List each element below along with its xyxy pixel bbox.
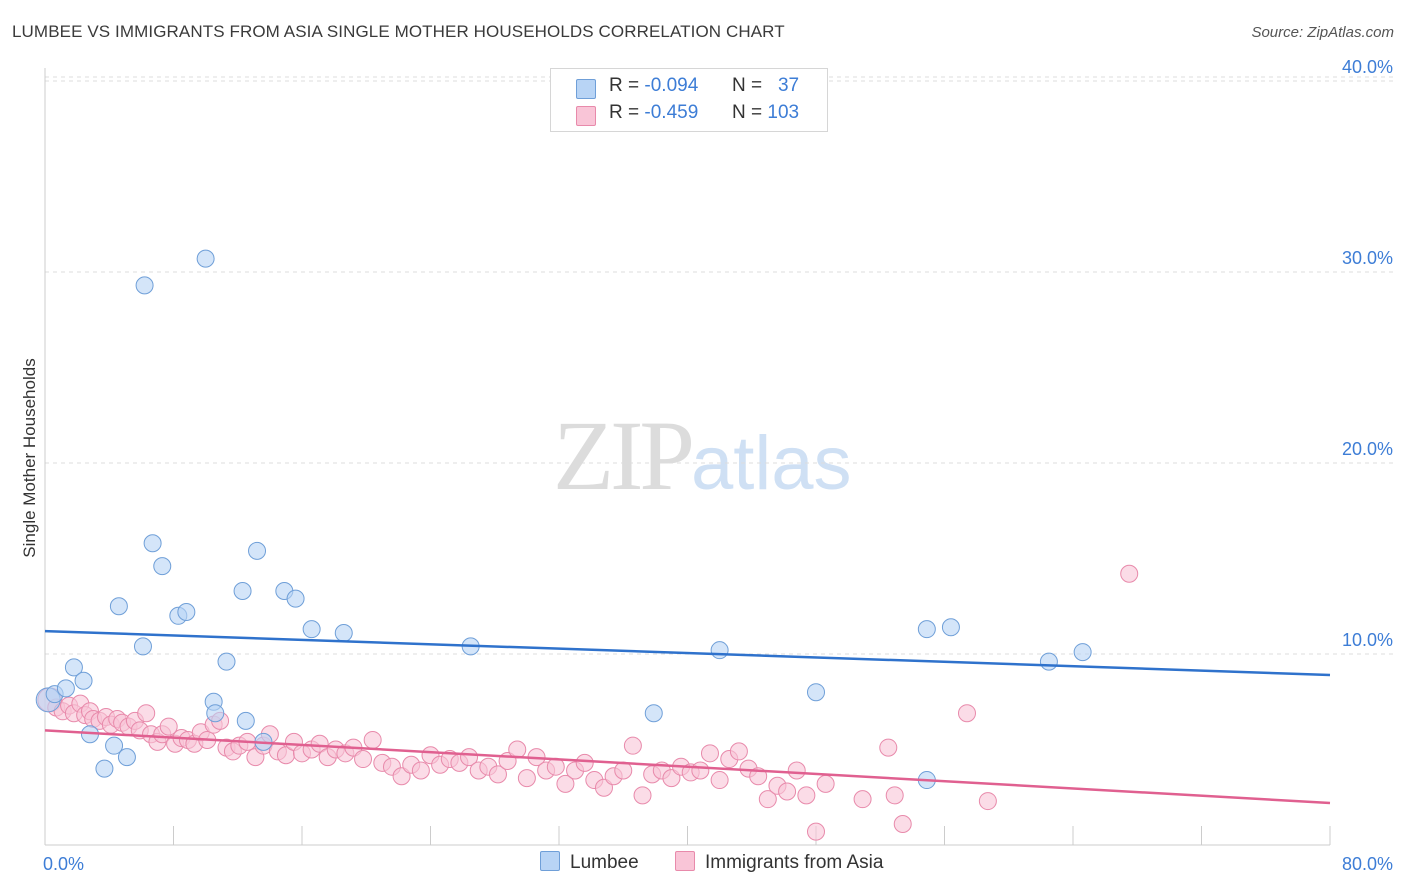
lumbee-point [233, 581, 252, 600]
asia-point [778, 782, 797, 801]
bottom-legend-lumbee: Lumbee [540, 851, 639, 874]
legend-r-lumbee: R = -0.094 [609, 75, 699, 96]
asia-point [159, 717, 178, 736]
trend-lines [44, 629, 1331, 805]
legend-r-asia: R = -0.459 [609, 102, 699, 123]
lumbee-points [35, 249, 1092, 790]
asia-point [623, 736, 642, 755]
asia-point [508, 740, 527, 759]
asia-point [517, 769, 536, 788]
asia-point [853, 790, 872, 809]
stats-legend: R = -0.094 N = 37 R = -0.459 N = 103 [550, 68, 828, 132]
legend-n-asia: N = 103 [732, 102, 800, 123]
asia-point [879, 738, 898, 757]
lumbee-point [64, 658, 83, 677]
asia-point [700, 744, 719, 763]
lumbee-point [133, 637, 152, 656]
asia-point [594, 778, 613, 797]
lumbee-trend-line [44, 629, 1331, 677]
y-tick-label: 30.0% [1342, 248, 1393, 268]
y-tick-label: 40.0% [1342, 57, 1393, 77]
lumbee-point [941, 618, 960, 637]
asia-point [729, 742, 748, 761]
asia-point [957, 704, 976, 723]
asia-point [807, 822, 825, 841]
lumbee-point [117, 748, 136, 767]
y-axis-label: Single Mother Households [20, 358, 39, 558]
source-label: Source: ZipAtlas.com [1251, 24, 1394, 41]
lumbee-point [236, 711, 255, 730]
asia-point [575, 753, 594, 772]
bottom-legend-asia: Immigrants from Asia [675, 851, 883, 874]
y-tick-label: 20.0% [1342, 439, 1393, 459]
gridlines [45, 76, 1395, 655]
lumbee-point [807, 683, 825, 702]
lumbee-point [206, 704, 225, 723]
asia-point [662, 769, 681, 788]
lumbee-point [105, 736, 124, 755]
lumbee-point [710, 641, 729, 660]
lumbee-legend-label: Lumbee [570, 852, 639, 873]
lumbee-point [286, 589, 305, 608]
y-tick-label: 10.0% [1342, 630, 1393, 650]
tick-labels: 10.0% 20.0% 30.0% 40.0% 0.0% 80.0% [43, 57, 1393, 874]
asia-point [710, 771, 729, 790]
lumbee-point [1039, 652, 1058, 671]
lumbee-point [95, 759, 114, 778]
asia-point [392, 767, 411, 786]
asia-point [978, 792, 997, 811]
asia-point [885, 786, 904, 805]
asia-point [691, 761, 710, 780]
asia-point [354, 750, 373, 769]
asia-point [787, 761, 806, 780]
asia-point [556, 774, 575, 793]
legend-n-lumbee: N = 37 [732, 75, 800, 96]
lumbee-point [177, 602, 196, 621]
lumbee-point [135, 276, 154, 295]
lumbee-point [334, 623, 353, 642]
x-tick-label: 80.0% [1342, 854, 1393, 874]
lumbee-point [143, 534, 162, 553]
lumbee-point [302, 620, 321, 639]
lumbee-point [56, 679, 75, 698]
asia-legend-swatch [675, 851, 695, 871]
asia-points [37, 564, 1139, 841]
asia-point [310, 734, 329, 753]
axes [44, 68, 1331, 846]
lumbee-point [109, 597, 128, 616]
asia-swatch [576, 106, 596, 126]
asia-point [137, 704, 156, 723]
asia-point [411, 761, 430, 780]
asia-legend-label: Immigrants from Asia [705, 852, 884, 873]
lumbee-swatch [576, 79, 596, 99]
chart-title: LUMBEE VS IMMIGRANTS FROM ASIA SINGLE MO… [12, 22, 785, 41]
watermark-zip: ZIP [553, 400, 695, 511]
lumbee-point [644, 704, 663, 723]
asia-point [488, 765, 507, 784]
asia-point [893, 814, 912, 833]
asia-point [797, 786, 816, 805]
asia-point [816, 774, 835, 793]
asia-point [758, 790, 777, 809]
asia-point [363, 730, 382, 749]
asia-point [1120, 564, 1139, 583]
lumbee-point [917, 620, 936, 639]
asia-point [633, 786, 652, 805]
lumbee-legend-swatch [540, 851, 560, 871]
lumbee-point [196, 249, 215, 268]
lumbee-point [74, 671, 93, 690]
lumbee-point [248, 541, 267, 560]
lumbee-point [217, 652, 236, 671]
x-tick-label: 0.0% [43, 854, 84, 874]
asia-trend-line [44, 729, 1331, 805]
lumbee-point [1073, 643, 1092, 662]
lumbee-point [153, 557, 172, 576]
